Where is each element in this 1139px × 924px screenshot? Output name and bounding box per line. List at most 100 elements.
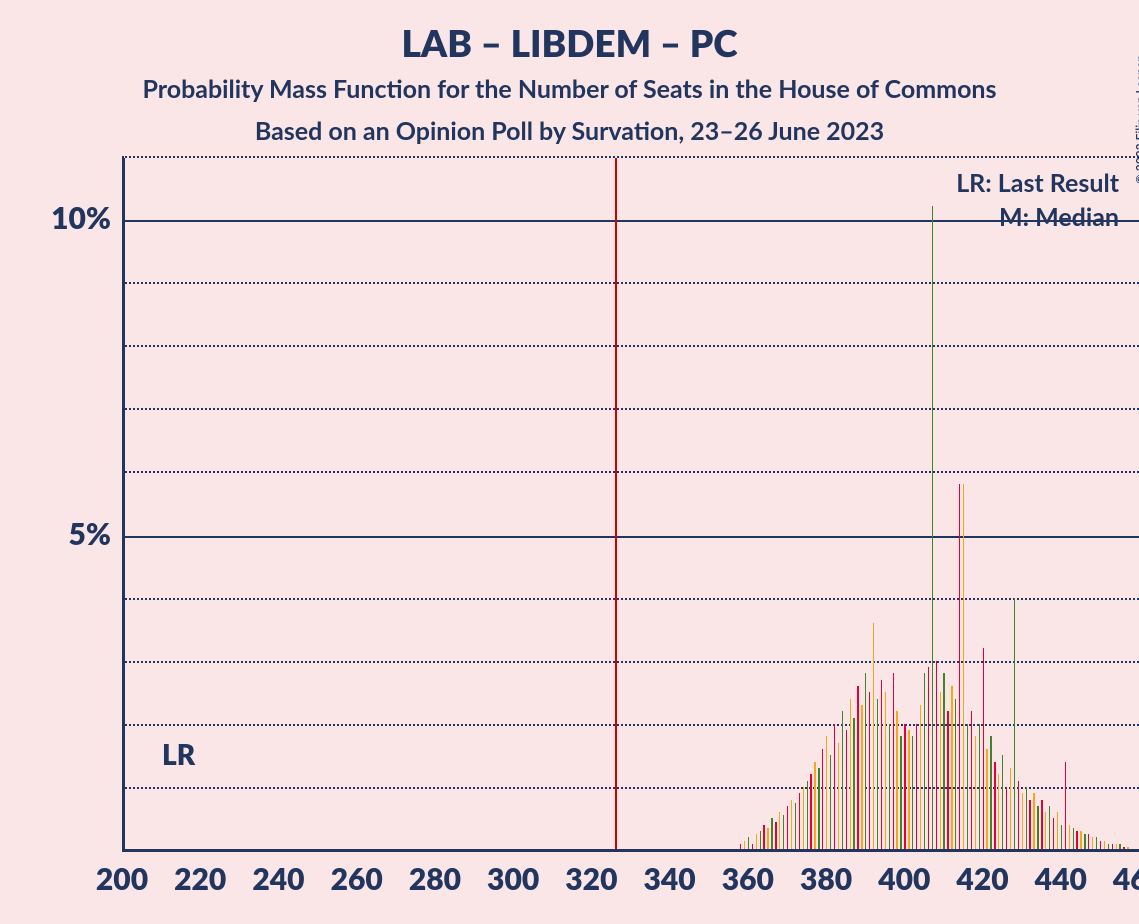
pmf-bar <box>947 711 948 850</box>
pmf-bar <box>1049 806 1050 850</box>
pmf-bar <box>807 781 808 850</box>
pmf-bar <box>881 680 882 850</box>
pmf-bar <box>869 692 870 850</box>
chart-subtitle-1: Probability Mass Function for the Number… <box>142 74 996 104</box>
pmf-bar <box>771 818 772 850</box>
pmf-bar <box>1061 825 1062 850</box>
chart-root: LAB – LIBDEM – PC Probability Mass Funct… <box>0 0 1139 924</box>
pmf-bar <box>822 749 823 850</box>
gridline-minor <box>122 345 1139 347</box>
pmf-bar <box>943 673 944 850</box>
last-result-label: LR <box>162 737 195 771</box>
x-axis-label: 340 <box>644 861 696 897</box>
y-axis-label: 10% <box>51 200 111 236</box>
x-axis-label: 280 <box>409 861 461 897</box>
pmf-bar <box>810 774 811 850</box>
pmf-bar <box>912 736 913 850</box>
pmf-bar <box>1076 831 1077 850</box>
pmf-bar <box>975 736 976 850</box>
gridline-minor <box>122 661 1139 663</box>
pmf-bar <box>1022 793 1023 850</box>
pmf-bar <box>1053 818 1054 850</box>
pmf-bar <box>814 762 815 850</box>
pmf-bar <box>853 718 854 850</box>
pmf-bar <box>900 736 901 850</box>
pmf-bar <box>959 484 960 850</box>
plot-area: LR: Last Result M: Median 5%10%200220240… <box>122 158 1139 852</box>
pmf-bar <box>916 724 917 850</box>
pmf-bar <box>955 699 956 850</box>
pmf-bar <box>932 206 933 850</box>
pmf-bar <box>1037 806 1038 850</box>
pmf-bar <box>994 762 995 850</box>
x-axis-label: 200 <box>96 861 148 897</box>
pmf-bar <box>1041 800 1042 850</box>
legend-lr: LR: Last Result <box>956 168 1119 198</box>
pmf-bar <box>803 787 804 850</box>
pmf-bar <box>826 736 827 850</box>
x-axis-label: 240 <box>252 861 304 897</box>
pmf-bar <box>920 705 921 850</box>
pmf-bar <box>967 724 968 850</box>
gridline-minor <box>122 156 1139 158</box>
pmf-bar <box>998 774 999 850</box>
pmf-bar <box>791 800 792 850</box>
pmf-bar <box>873 623 874 850</box>
gridline-minor <box>122 408 1139 410</box>
pmf-bar <box>979 724 980 850</box>
x-axis-label: 380 <box>800 861 852 897</box>
pmf-bar <box>951 686 952 850</box>
pmf-bar <box>1002 755 1003 850</box>
chart-title: LAB – LIBDEM – PC <box>402 20 738 65</box>
pmf-bar <box>877 699 878 850</box>
legend: LR: Last Result M: Median <box>956 168 1119 236</box>
pmf-bar <box>756 834 757 850</box>
pmf-bar <box>760 831 761 850</box>
pmf-bar <box>963 484 964 850</box>
pmf-bar <box>779 812 780 850</box>
pmf-bar <box>787 806 788 850</box>
x-axis-label: 420 <box>956 861 1008 897</box>
gridline-minor <box>122 282 1139 284</box>
pmf-bar <box>893 673 894 850</box>
x-axis-label: 440 <box>1035 861 1087 897</box>
pmf-bar <box>986 749 987 850</box>
pmf-bar <box>1010 768 1011 850</box>
y-axis <box>122 158 125 852</box>
pmf-bar <box>936 661 937 850</box>
pmf-bar <box>1014 598 1015 850</box>
pmf-bar <box>838 743 839 850</box>
gridline-minor <box>122 598 1139 600</box>
pmf-bar <box>818 768 819 850</box>
pmf-bar <box>799 793 800 850</box>
gridline-major <box>122 220 1139 222</box>
pmf-bar <box>1029 800 1030 850</box>
pmf-bar <box>1045 812 1046 850</box>
pmf-bar <box>1057 812 1058 850</box>
pmf-bar <box>1080 831 1081 850</box>
pmf-bar <box>1073 828 1074 850</box>
pmf-bar <box>885 692 886 850</box>
pmf-bar <box>1088 834 1089 850</box>
x-axis-label: 300 <box>487 861 539 897</box>
pmf-bar <box>1084 834 1085 850</box>
x-axis-label: 260 <box>331 861 383 897</box>
gridline-major <box>122 536 1139 538</box>
pmf-bar <box>763 825 764 850</box>
pmf-bar <box>924 673 925 850</box>
pmf-bar <box>775 822 776 850</box>
gridline-minor <box>122 471 1139 473</box>
pmf-bar <box>850 699 851 850</box>
pmf-bar <box>830 755 831 850</box>
pmf-bar <box>971 711 972 850</box>
pmf-bar <box>834 724 835 850</box>
legend-median: M: Median <box>956 202 1119 232</box>
pmf-bar <box>990 736 991 850</box>
pmf-bar <box>842 711 843 850</box>
pmf-bar <box>896 711 897 850</box>
pmf-bar <box>857 686 858 850</box>
pmf-bar <box>904 724 905 850</box>
pmf-bar <box>889 724 890 850</box>
pmf-bar <box>783 815 784 850</box>
x-axis-label: 360 <box>722 861 774 897</box>
